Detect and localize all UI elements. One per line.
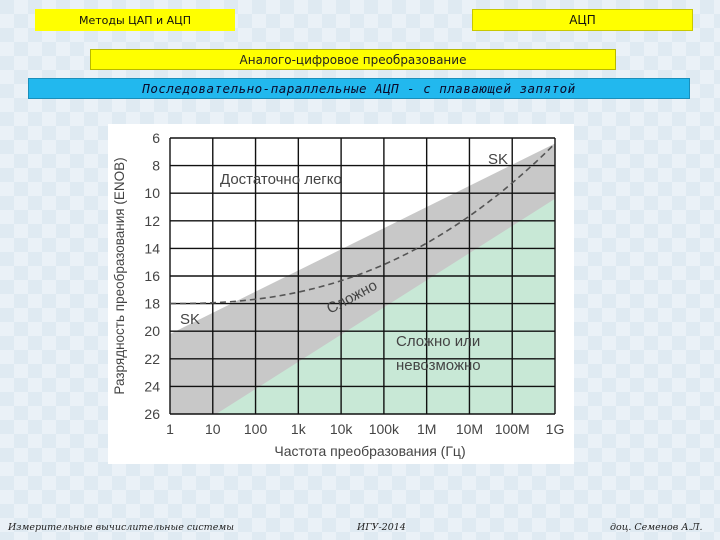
x-tick-label: 1G xyxy=(546,421,565,437)
x-tick-label: 10k xyxy=(330,421,354,437)
x-tick-label: 100M xyxy=(495,421,530,437)
y-tick-label: 18 xyxy=(144,296,160,312)
y-tick-label: 10 xyxy=(144,185,160,201)
y-tick-labels: 6 8 10 12 14 16 18 20 22 24 26 xyxy=(144,130,160,422)
y-tick-label: 12 xyxy=(144,213,160,229)
region-impossible-label-2: невозможно xyxy=(396,357,481,374)
footer-course: Измерительные вычислительные системы xyxy=(8,522,234,533)
y-tick-label: 8 xyxy=(152,158,160,174)
sk-label-right: SK xyxy=(488,151,508,168)
region-easy-label: Достаточно легко xyxy=(220,171,342,188)
x-tick-label: 100 xyxy=(244,421,268,437)
x-tick-labels: 1 10 100 1k 10k 100k 1M 10M 100M 1G xyxy=(166,421,564,437)
topic-banner: Последовательно-параллельные АЦП - с пла… xyxy=(28,78,690,99)
x-tick-label: 1M xyxy=(417,421,436,437)
footer-author: доц. Семенов А.Л. xyxy=(610,522,703,533)
y-tick-label: 26 xyxy=(144,406,160,422)
x-tick-label: 10M xyxy=(456,421,483,437)
header-right-title: АЦП xyxy=(472,9,693,31)
y-tick-label: 20 xyxy=(144,323,160,339)
green-region xyxy=(216,198,555,414)
dashed-boundary-curve xyxy=(170,142,556,305)
adc-diagram-svg: 6 8 10 12 14 16 18 20 22 24 26 1 10 100 1k 10k 100k 1M 10… xyxy=(112,130,564,459)
sk-label-left: SK xyxy=(180,311,200,328)
header-left-title: Методы ЦАП и АЦП xyxy=(35,9,235,31)
x-tick-label: 100k xyxy=(369,421,400,437)
section-subtitle: Аналого-цифровое преобразование xyxy=(90,49,616,70)
region-impossible-label-1: Сложно или xyxy=(396,333,480,350)
y-tick-label: 6 xyxy=(152,130,160,146)
y-tick-label: 24 xyxy=(144,378,160,394)
adc-diagram: 6 8 10 12 14 16 18 20 22 24 26 1 10 100 1k 10k 100k 1M 10… xyxy=(108,124,574,464)
y-tick-label: 22 xyxy=(144,351,160,367)
footer-year: ИГУ-2014 xyxy=(357,522,406,533)
x-tick-label: 1k xyxy=(291,421,307,437)
x-tick-label: 1 xyxy=(166,421,174,437)
x-axis-label: Частота преобразования (Гц) xyxy=(274,443,465,459)
grid-lines xyxy=(169,137,556,415)
y-tick-label: 16 xyxy=(144,268,160,284)
x-tick-label: 10 xyxy=(205,421,221,437)
y-tick-label: 14 xyxy=(144,240,160,256)
y-axis-label: Разрядность преобразования (ENOB) xyxy=(112,157,127,394)
